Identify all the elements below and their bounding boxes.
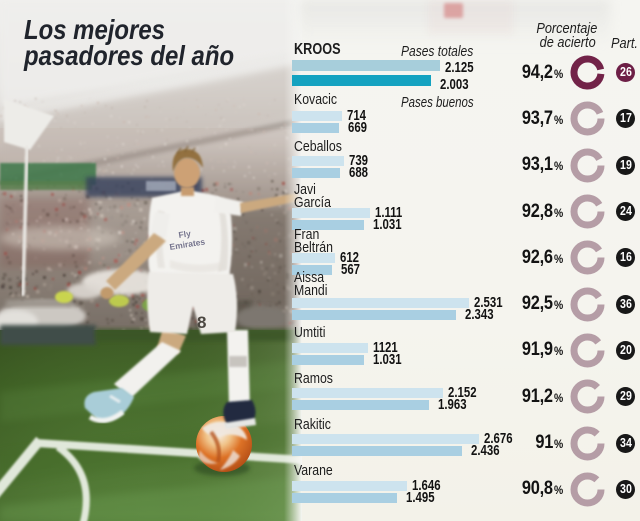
svg-text:8: 8: [197, 313, 206, 332]
svg-text:Fly: Fly: [178, 228, 192, 240]
